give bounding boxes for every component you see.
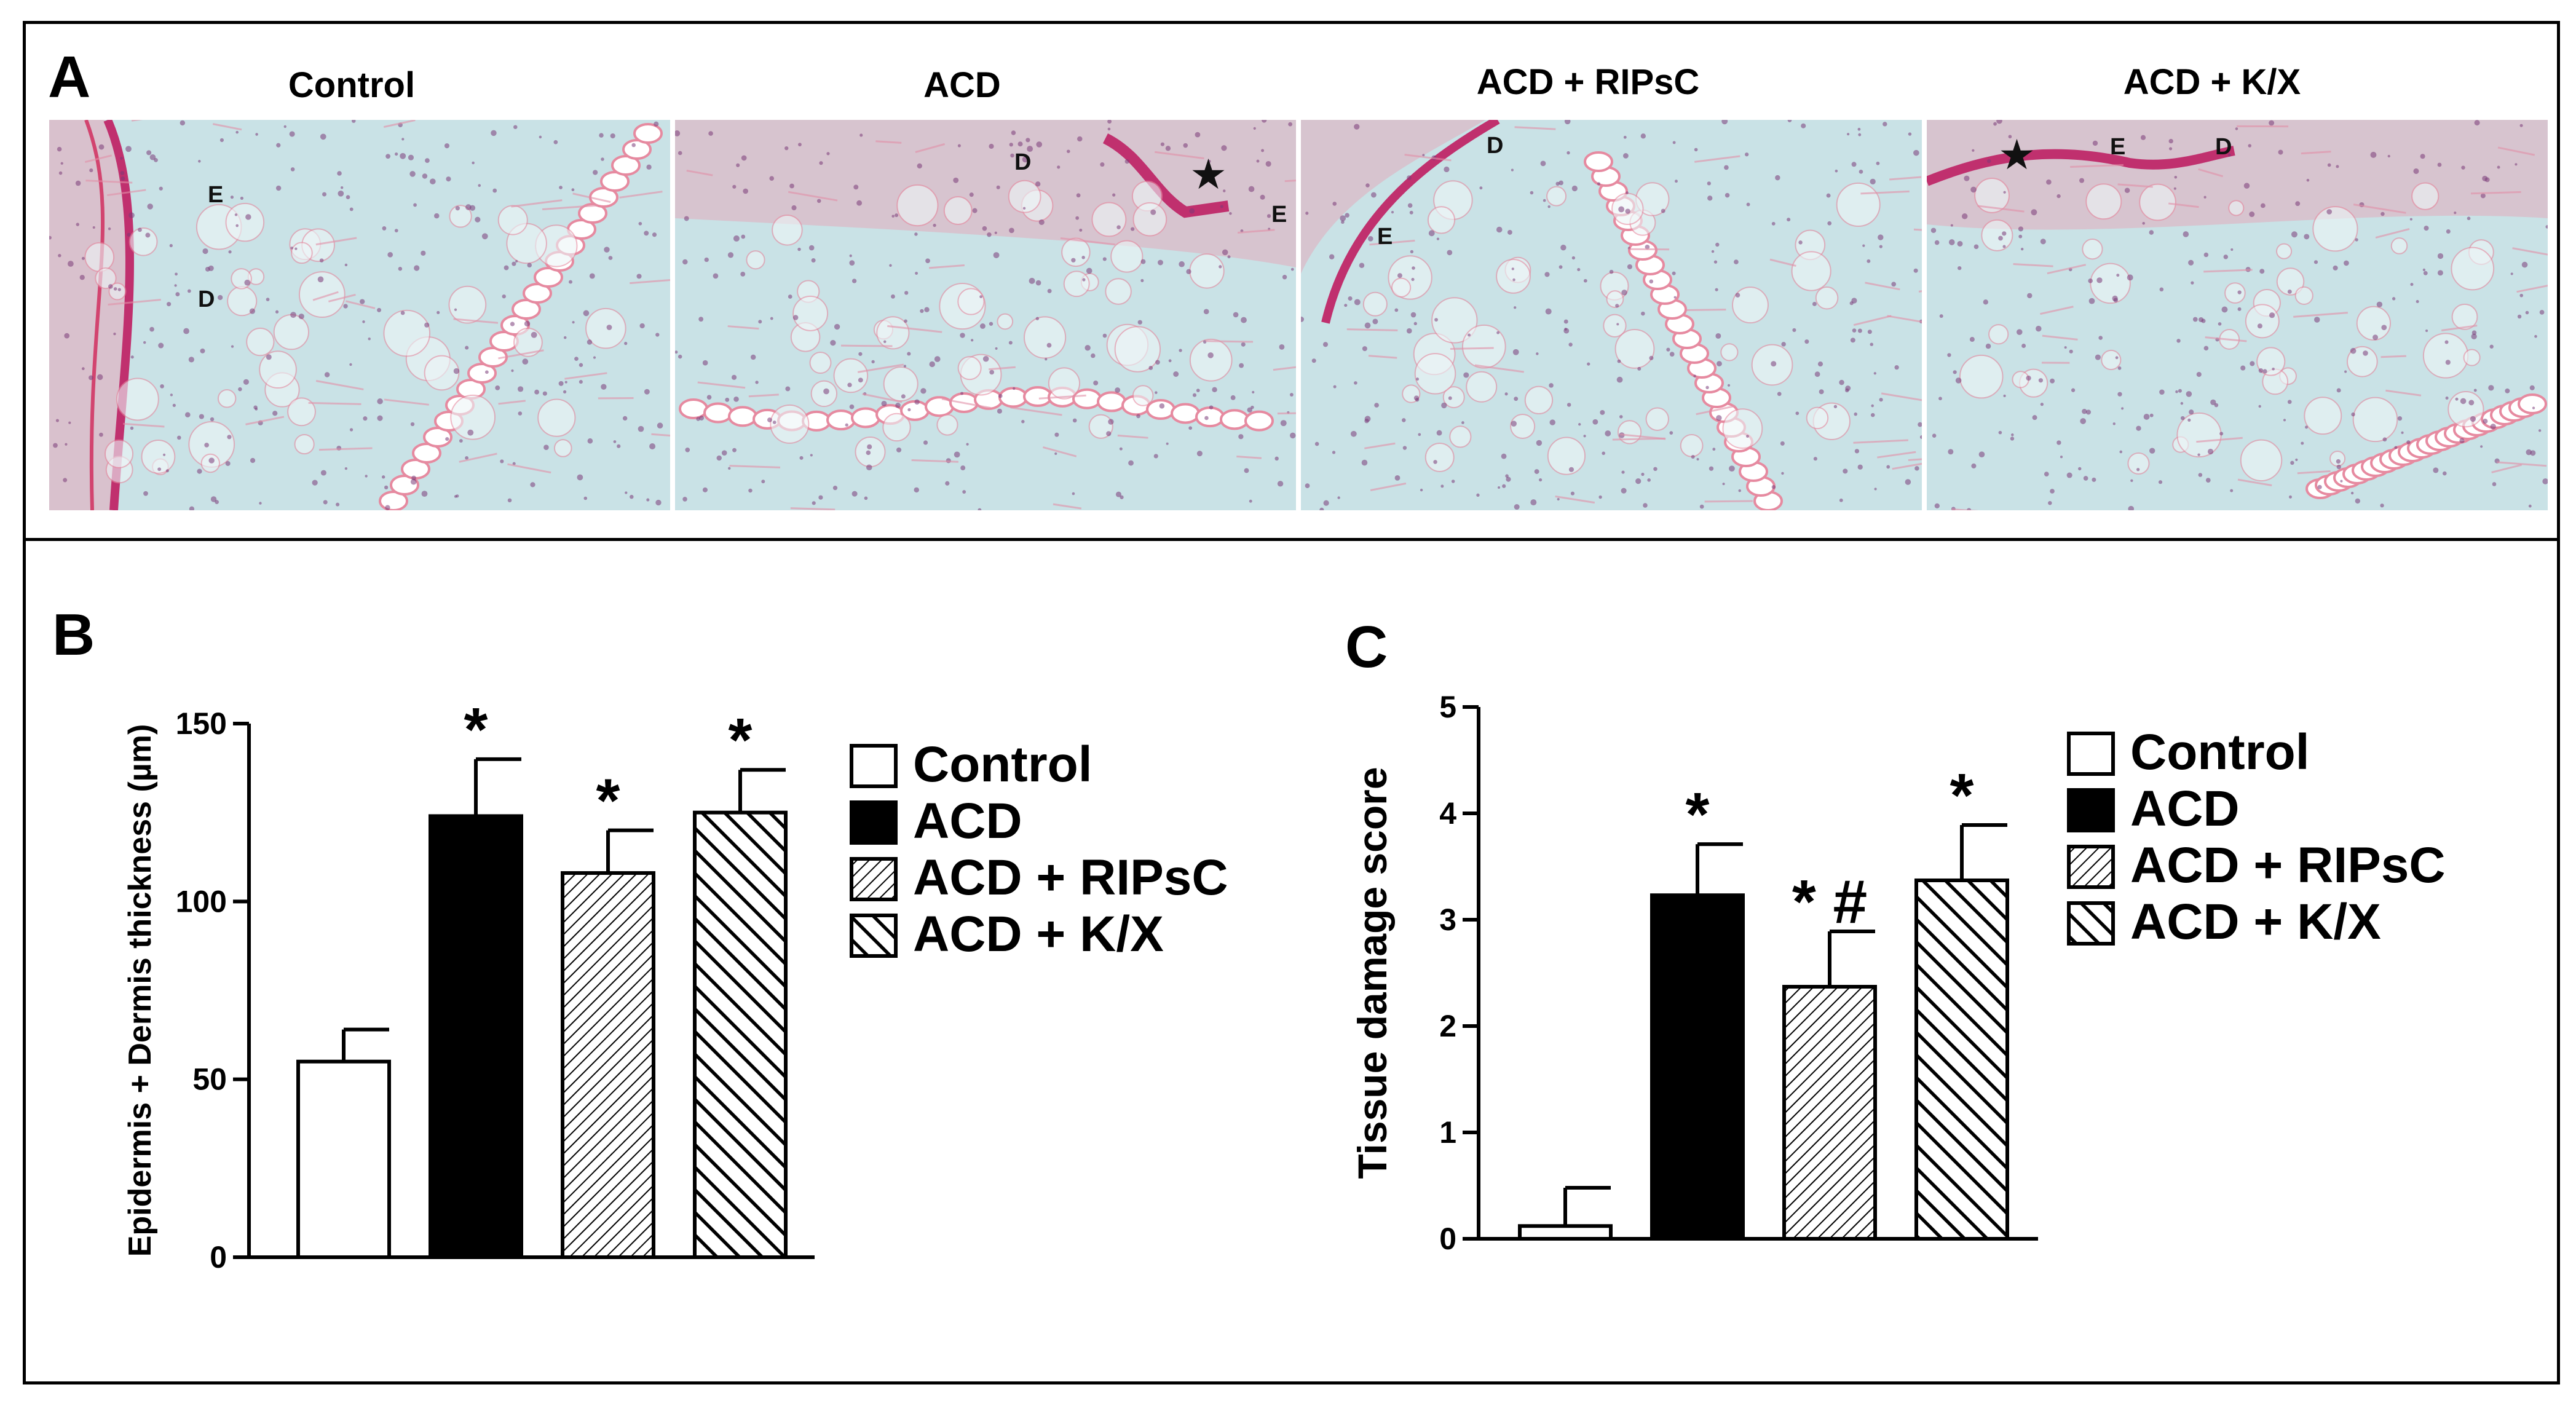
chart-1-y-tick-label: 0 (1439, 1222, 1456, 1256)
chart-0-significance-mark: * (464, 695, 488, 764)
panel-b-letter: B (52, 602, 95, 668)
micrograph-kx-epidermis-label: E (2110, 134, 2126, 160)
chart-0-y-tick-label: 150 (176, 706, 227, 741)
micrograph-kx-dermis-label: D (2215, 134, 2232, 160)
chart-1-legend-swatch (2067, 901, 2115, 946)
micrograph-acd-dermis-label: D (1014, 149, 1032, 175)
micrograph-acd-ripsc (1301, 120, 1922, 510)
column-title-acd-ripsc: ACD + RIPsC (1476, 62, 1700, 102)
chart-0-legend-label: ACD + K/X (913, 906, 1164, 962)
chart-0-y-tick-label: 0 (210, 1240, 227, 1274)
chart-1-y-tick-label: 1 (1439, 1115, 1456, 1150)
chart-1-bar-3 (1914, 878, 2009, 1241)
chart-1-y-tick-label: 3 (1439, 902, 1456, 937)
chart-1-bar-0 (1518, 1224, 1613, 1241)
micrograph-acd-kx (1927, 120, 2548, 510)
column-title-acd: ACD (923, 65, 1001, 105)
chart-0-legend-swatch (850, 800, 898, 845)
micrograph-control-dermis-label: D (198, 286, 215, 312)
panel-a-letter: A (48, 44, 91, 110)
chart-0-y-tick-label: 100 (176, 884, 227, 918)
column-title-acd-kx: ACD + K/X (2123, 62, 2301, 102)
chart-0-bar-3 (693, 810, 788, 1259)
chart-1-y-tick-label: 2 (1439, 1009, 1456, 1043)
chart-0-y-tick-label: 50 (192, 1062, 227, 1097)
micrograph-acd-star-icon: ★ (1190, 151, 1227, 198)
chart-0-legend-label: ACD + RIPsC (913, 850, 1228, 906)
chart-1-legend-swatch (2067, 845, 2115, 889)
micrograph-ripsc-epidermis-label: E (1377, 224, 1393, 250)
chart-1-y-axis-label: Tissue damage score (1349, 767, 1395, 1179)
figure-frame (23, 21, 2560, 1384)
chart-0-bar-1 (429, 814, 523, 1260)
micrograph-control (49, 120, 670, 510)
chart-0-legend-label: ACD (913, 793, 1022, 849)
chart-1-bar-1 (1650, 893, 1745, 1241)
chart-0-significance-mark: * (729, 706, 753, 775)
chart-1-y-tick-label: 5 (1439, 690, 1456, 724)
chart-1-bar-2 (1782, 984, 1877, 1241)
micrograph-kx-star-icon: ★ (1998, 132, 2036, 178)
chart-0-legend-swatch (850, 857, 898, 901)
chart-1-significance-mark: * (1950, 761, 1974, 830)
chart-0-legend-swatch (850, 914, 898, 958)
chart-1-legend-label: ACD + RIPsC (2130, 837, 2446, 893)
chart-1-legend-swatch (2067, 732, 2115, 776)
panel-c-letter: C (1345, 614, 1388, 680)
chart-0-bar-2 (561, 871, 655, 1260)
panel-divider (23, 538, 2560, 541)
micrograph-acd (675, 120, 1296, 510)
micrograph-ripsc-dermis-label: D (1487, 133, 1504, 159)
chart-1-y-tick-label: 4 (1439, 796, 1456, 831)
chart-1-legend-label: ACD (2130, 781, 2240, 837)
chart-0-legend-label: Control (913, 737, 1092, 792)
micrograph-acd-epidermis-label: E (1271, 202, 1287, 227)
chart-0-y-axis-label: Epidermis + Dermis thickness (µm) (122, 724, 158, 1257)
micrograph-control-epidermis-label: E (208, 182, 224, 208)
chart-1-legend-label: Control (2130, 724, 2309, 780)
chart-1-legend-label: ACD + K/X (2130, 894, 2381, 950)
chart-0-bar-0 (296, 1059, 391, 1259)
chart-0-legend-swatch (850, 744, 898, 788)
chart-1-significance-mark: * # (1792, 867, 1867, 936)
chart-1-significance-mark: * (1686, 780, 1710, 849)
chart-0-significance-mark: * (596, 767, 620, 835)
column-title-control: Control (288, 65, 416, 105)
chart-1-legend-swatch (2067, 788, 2115, 832)
